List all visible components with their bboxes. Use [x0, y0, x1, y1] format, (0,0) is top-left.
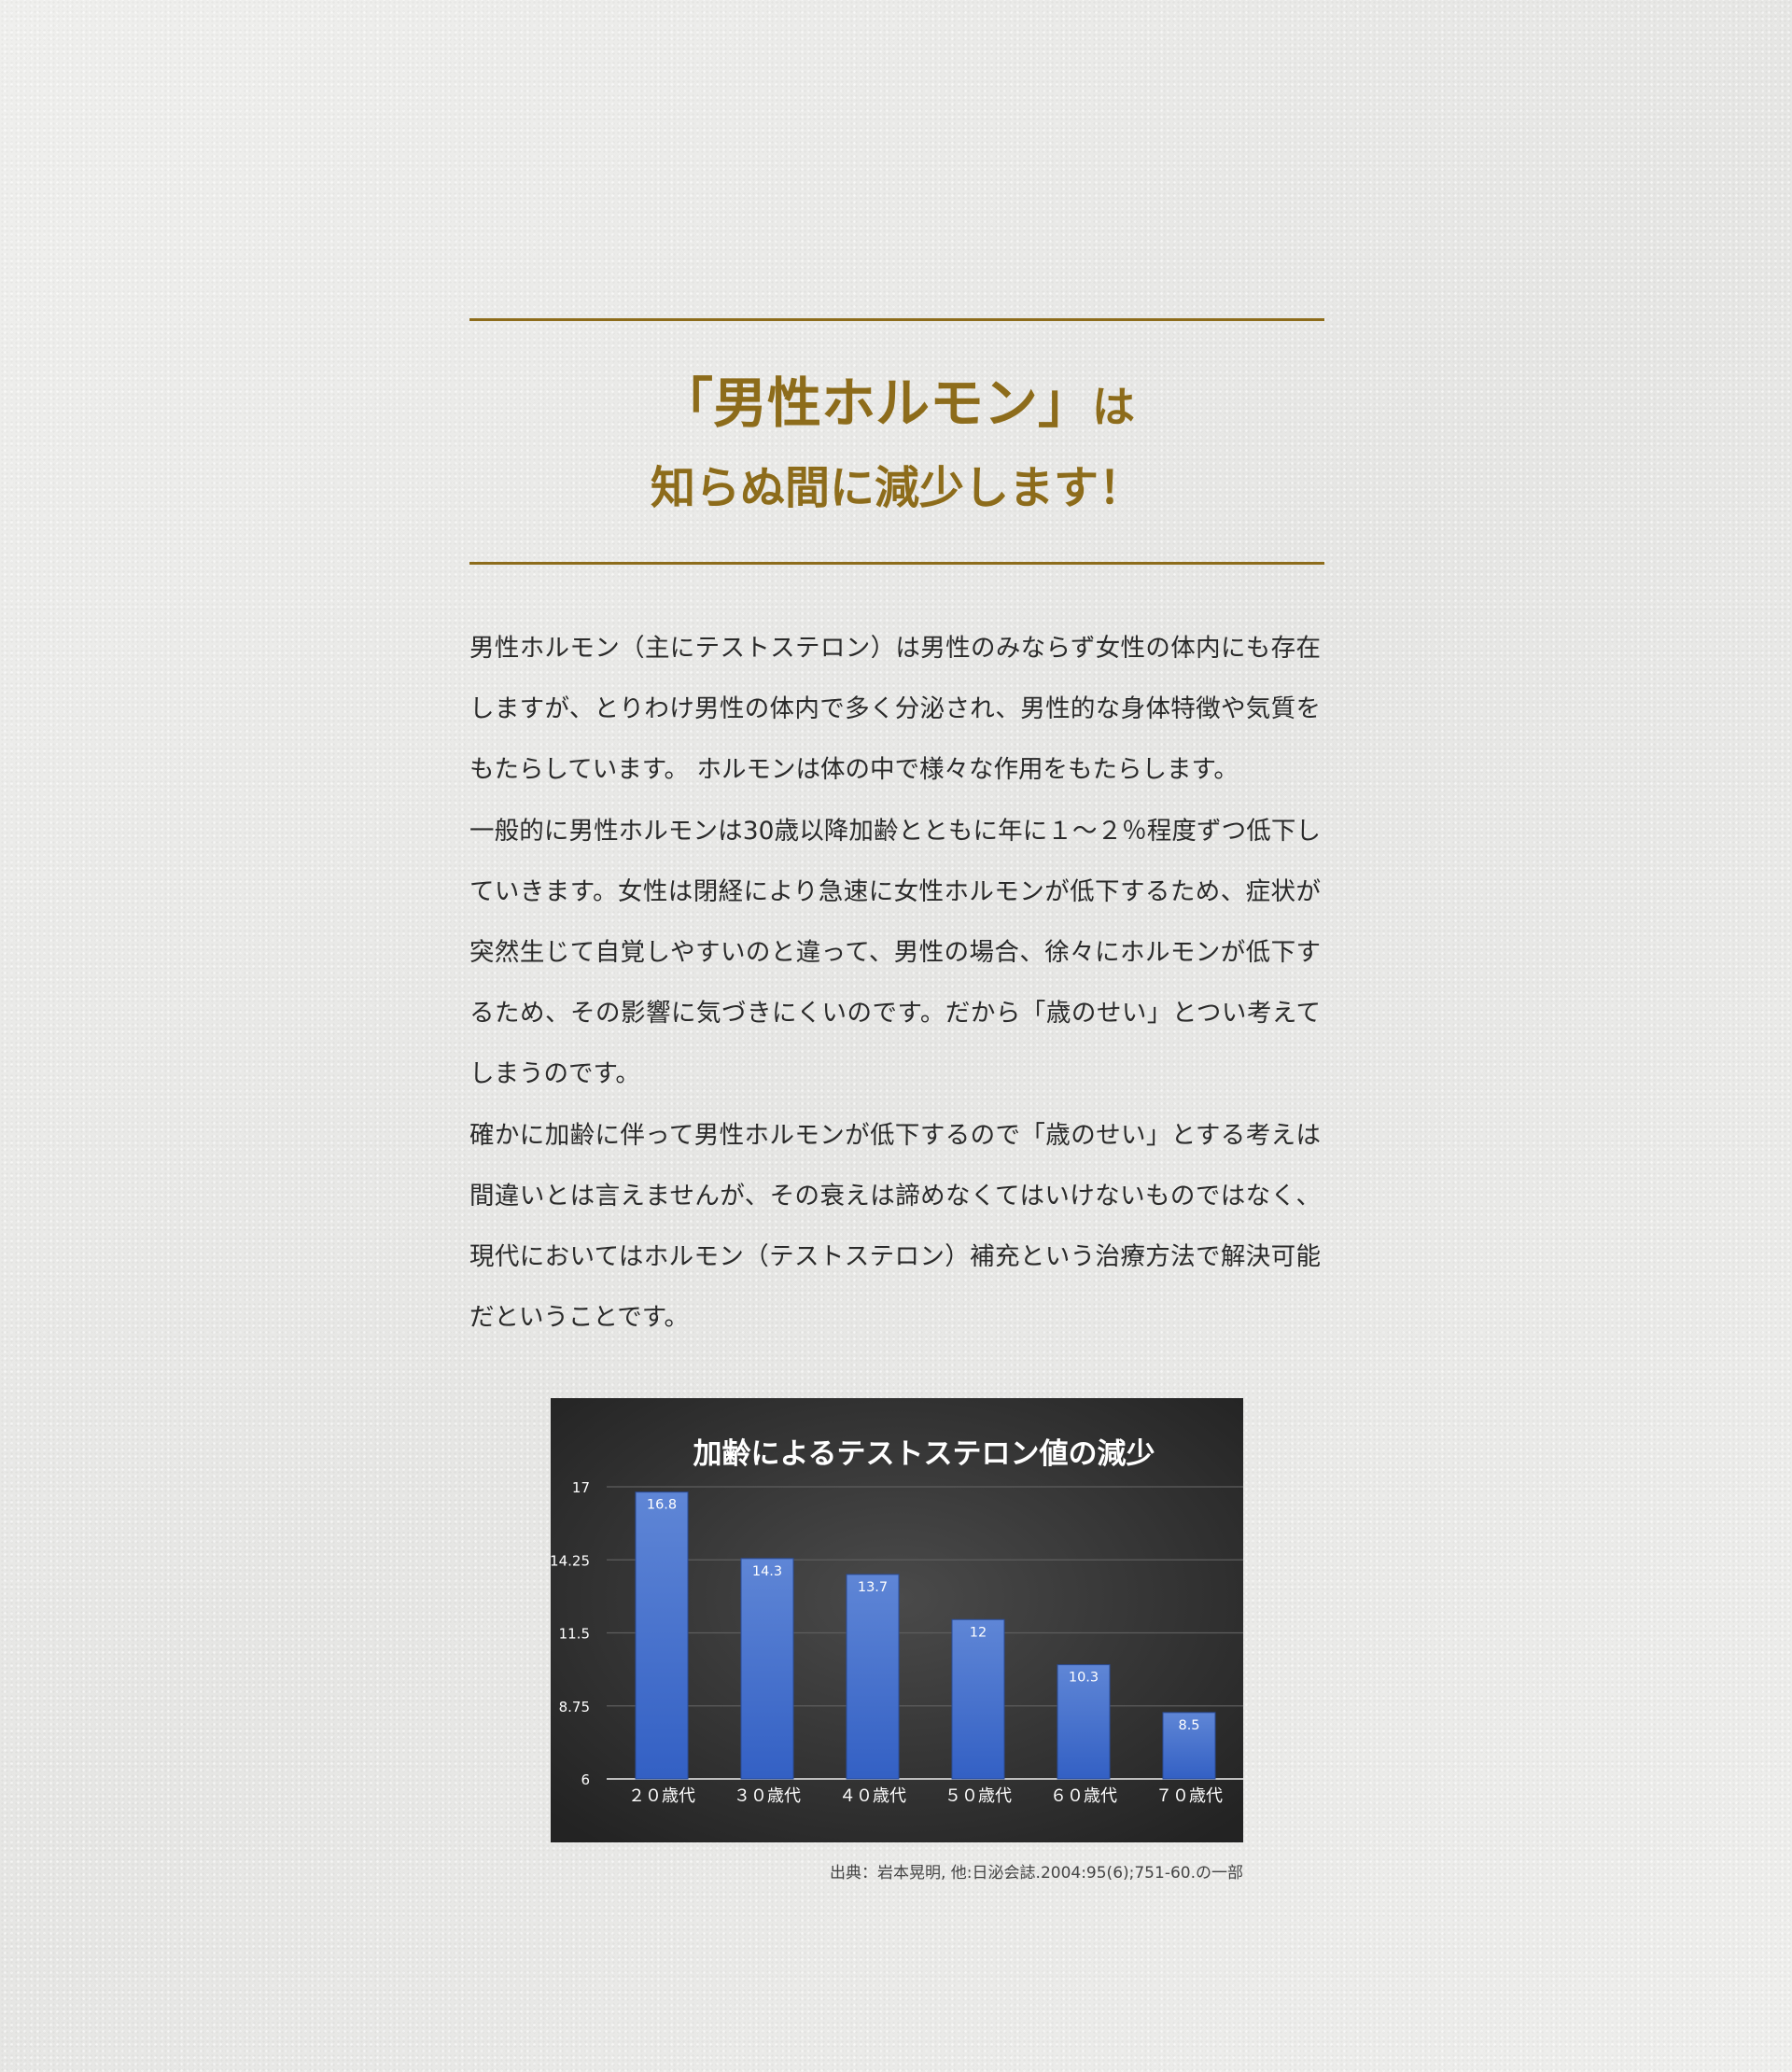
heading-line-2: 知らぬ間に減少します！: [469, 455, 1324, 521]
heading-line-1-main: 「男性ホルモン」: [659, 371, 1092, 435]
chart-data-label: 10.3: [1069, 1671, 1099, 1686]
chart-y-tick-label: 6: [581, 1771, 590, 1788]
source-citation: 出典：岩本晃明, 他:日泌会誌.2004:95(6);751-60.の一部: [551, 1859, 1243, 1883]
chart-x-label: ７０歳代: [1155, 1786, 1223, 1806]
chart-y-tick-label: 14.25: [551, 1552, 590, 1569]
chart-data-label: 13.7: [858, 1580, 888, 1595]
chart-bar: [847, 1575, 899, 1779]
heading-bottom-rule: [469, 562, 1324, 565]
chart-data-label: 12: [970, 1625, 987, 1640]
heading-line-1-tail: は: [1092, 382, 1135, 432]
chart-data-label: 16.8: [647, 1498, 677, 1513]
heading-line-1: 「男性ホルモン」は: [469, 366, 1324, 444]
chart-x-label: ３０歳代: [734, 1786, 801, 1806]
chart-bar: [741, 1559, 793, 1779]
chart-x-label: ５０歳代: [945, 1786, 1012, 1806]
chart-x-label: ４０歳代: [839, 1786, 906, 1806]
body-text: 男性ホルモン（主にテストステロン）は男性のみならず女性の体内にも存在しますが、と…: [469, 618, 1321, 1348]
chart-x-label: ６０歳代: [1050, 1786, 1117, 1806]
chart-x-label: ２０歳代: [628, 1786, 695, 1806]
body-paragraph-2: 一般的に男性ホルモンは30歳以降加齢とともに年に１～２％程度ずつ低下していきます…: [469, 801, 1321, 1105]
body-paragraph-1: 男性ホルモン（主にテストステロン）は男性のみならず女性の体内にも存在しますが、と…: [469, 618, 1321, 801]
chart-data-label: 14.3: [752, 1564, 782, 1579]
chart-title: 加齢によるテストステロン値の減少: [693, 1437, 1155, 1471]
chart-y-tick-label: 11.5: [559, 1626, 590, 1643]
body-paragraph-3: 確かに加齢に伴って男性ホルモンが低下するので「歳のせい」とする考えは間違いとは言…: [469, 1105, 1321, 1349]
chart-bar: [636, 1492, 688, 1779]
chart-bar: [952, 1619, 1004, 1779]
chart-data-label: 8.5: [1178, 1718, 1199, 1733]
chart-y-tick-label: 17: [572, 1479, 590, 1496]
heading-top-rule: [469, 318, 1324, 321]
chart-y-tick-label: 8.75: [559, 1699, 590, 1715]
testosterone-bar-chart: 加齢によるテストステロン値の減少 6 8.75 11.5 14.25 17 16.8 14…: [551, 1398, 1243, 1842]
